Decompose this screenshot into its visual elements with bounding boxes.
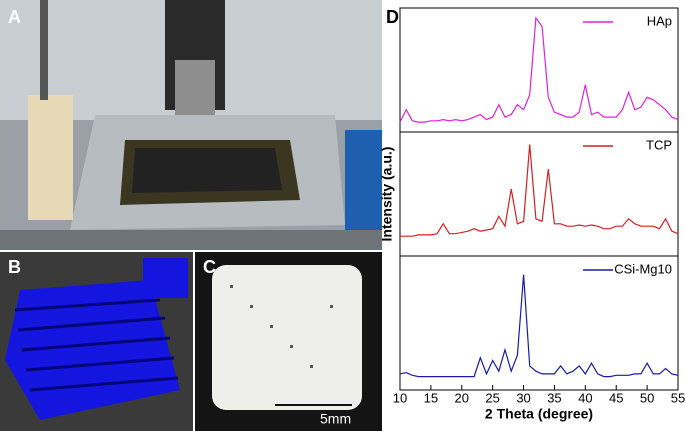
panel-frame <box>399 131 679 257</box>
legend-label: HAp <box>647 13 672 28</box>
x-tick-label: 55 <box>671 390 685 405</box>
x-tick-label: 40 <box>578 390 592 405</box>
x-tick-label: 25 <box>485 390 499 405</box>
photo-a <box>0 0 382 250</box>
panel-label: D <box>386 7 399 27</box>
xrd-chart: HAp TCP Intensity (a.u.) CSi-Mg10 10 15 20 25 30… <box>379 7 685 422</box>
legend-label: CSi-Mg10 <box>614 261 672 276</box>
panel-frame <box>399 255 679 391</box>
x-tick-label: 15 <box>424 390 438 405</box>
panel-label: B <box>8 257 21 277</box>
panel-frame <box>399 7 679 133</box>
x-tick-label: 30 <box>516 390 530 405</box>
x-tick-label: 50 <box>640 390 654 405</box>
y-axis-label: Intensity (a.u.) <box>379 147 395 242</box>
panel-label: C <box>203 257 216 277</box>
photo-c: 5mm <box>195 252 382 431</box>
xrd-line <box>399 274 679 378</box>
x-tick-label: 20 <box>455 390 469 405</box>
legend-label: TCP <box>646 137 672 152</box>
x-axis-label: 2 Theta (degree) <box>485 406 593 422</box>
x-tick-label: 10 <box>393 390 407 405</box>
x-tick-label: 45 <box>609 390 623 405</box>
panel-label: A <box>8 7 21 27</box>
xrd-line <box>399 16 679 123</box>
photo-b <box>0 252 193 431</box>
xrd-line <box>400 144 679 237</box>
scale-bar-label: 5mm <box>320 411 351 427</box>
x-tick-label: 35 <box>547 390 561 405</box>
